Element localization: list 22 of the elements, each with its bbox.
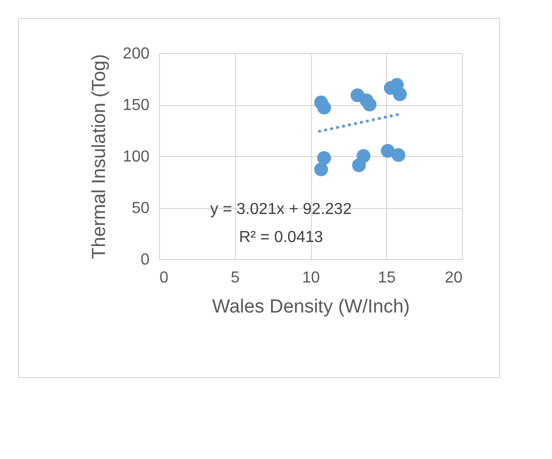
y-tick-label: 150 xyxy=(122,97,150,114)
annotation: R² = 0.0413 xyxy=(238,229,324,246)
x-tick-label: 0 xyxy=(160,270,168,286)
point xyxy=(362,98,376,112)
point xyxy=(317,151,332,165)
point xyxy=(392,87,407,102)
x-tick-label: 5 xyxy=(230,270,240,286)
point xyxy=(380,144,395,158)
point xyxy=(391,148,406,162)
y-tick-label: 100 xyxy=(122,148,150,166)
x-tick-label: 20 xyxy=(444,270,463,286)
y-tick-label: 200 xyxy=(122,46,150,62)
y-tick-label: 0 xyxy=(140,252,150,268)
point xyxy=(352,158,366,172)
x-axis-title: Wales Density (W/Inch) xyxy=(212,296,410,318)
y-tick-label: 50 xyxy=(132,200,150,217)
y-axis-title: Thermal Insulation (Tog) xyxy=(88,54,110,259)
point xyxy=(314,162,328,176)
point xyxy=(317,100,332,114)
x-tick-label: 15 xyxy=(378,270,396,286)
x-tick-label: 10 xyxy=(302,270,320,286)
annotation: y = 3.021x + 92.232 xyxy=(210,201,352,218)
